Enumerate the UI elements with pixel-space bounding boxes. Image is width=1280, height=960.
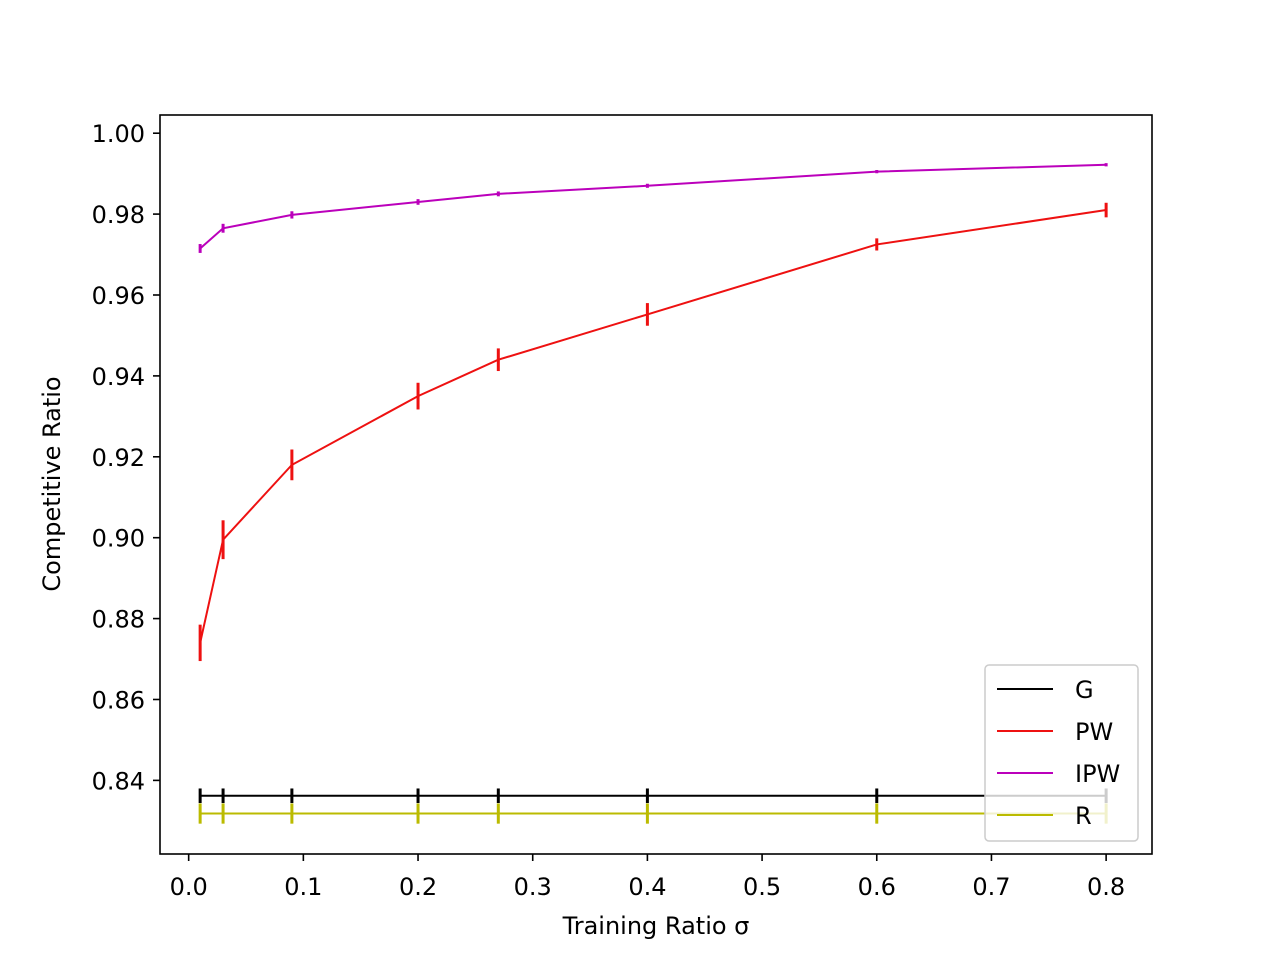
legend-label: R	[1075, 802, 1092, 830]
x-tick-label: 0.3	[514, 873, 552, 901]
y-tick-label: 0.98	[92, 201, 145, 229]
y-axis-label: Competitive Ratio	[38, 376, 66, 591]
x-axis-ticks: 0.0 0.1 0.2 0.3 0.4 0.5 0.6 0.7 0.8	[170, 854, 1125, 901]
series-pw	[198, 202, 1108, 662]
legend-item-g: G	[997, 676, 1094, 704]
x-tick-label: 0.7	[972, 873, 1010, 901]
x-tick-label: 0.8	[1087, 873, 1125, 901]
series-line	[199, 163, 1107, 250]
legend-item-pw: PW	[997, 718, 1113, 746]
y-tick-label: 0.88	[92, 606, 145, 634]
x-tick-label: 0.5	[743, 873, 781, 901]
legend-label: G	[1075, 676, 1094, 704]
y-tick-label: 0.96	[92, 282, 145, 310]
series-line	[199, 209, 1107, 644]
y-tick-label: 0.86	[92, 686, 145, 714]
plot-frame	[159, 114, 1153, 855]
legend-item-ipw: IPW	[997, 760, 1120, 788]
series-r	[198, 803, 1108, 824]
x-axis-label: Training Ratio σ	[562, 912, 750, 940]
legend-label: IPW	[1075, 760, 1120, 788]
y-tick-label: 0.92	[92, 444, 145, 472]
y-tick-label: 0.94	[92, 363, 145, 391]
x-tick-label: 0.6	[858, 873, 896, 901]
x-tick-label: 0.4	[628, 873, 666, 901]
y-axis-ticks: 0.84 0.86 0.88 0.90 0.92 0.94 0.96 0.98 1.00	[92, 120, 160, 795]
legend: G PW IPW R	[984, 664, 1139, 842]
legend-box	[984, 664, 1139, 842]
y-tick-label: 0.84	[92, 767, 145, 795]
series-g	[198, 788, 1108, 804]
x-tick-label: 0.0	[170, 873, 208, 901]
legend-item-r: R	[997, 802, 1092, 830]
legend-label: PW	[1075, 718, 1113, 746]
x-tick-label: 0.2	[399, 873, 437, 901]
y-tick-label: 0.90	[92, 525, 145, 553]
x-tick-label: 0.1	[284, 873, 322, 901]
series-layer	[198, 163, 1108, 824]
y-tick-label: 1.00	[92, 120, 145, 148]
series-ipw	[198, 163, 1108, 253]
